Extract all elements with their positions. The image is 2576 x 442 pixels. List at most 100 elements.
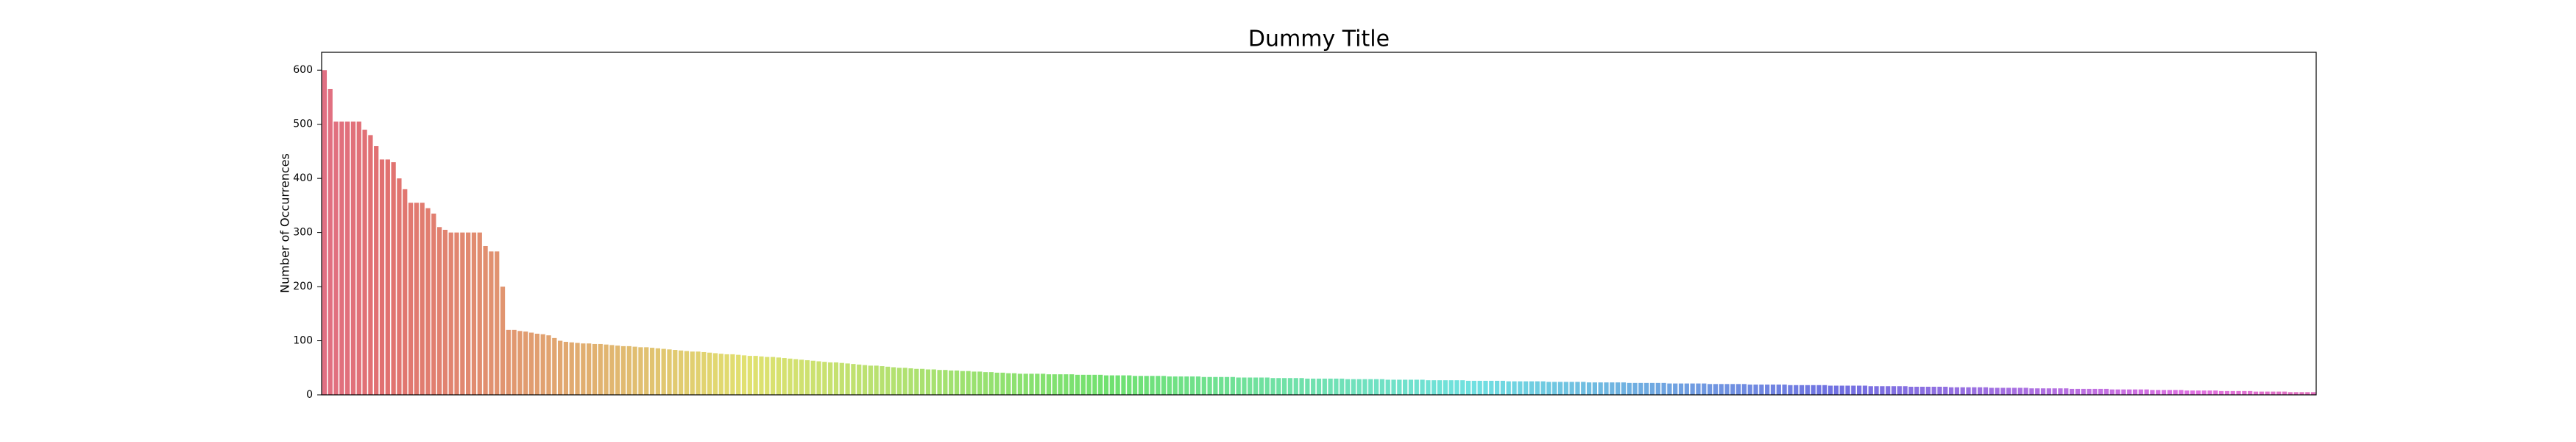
bar bbox=[1340, 378, 1345, 395]
bar bbox=[696, 351, 701, 395]
bar bbox=[741, 355, 747, 395]
bar bbox=[2035, 388, 2040, 395]
bar bbox=[1610, 382, 1615, 395]
bar bbox=[1592, 382, 1597, 395]
bar bbox=[448, 232, 453, 395]
bar bbox=[397, 178, 402, 395]
bar bbox=[2040, 388, 2046, 395]
bar bbox=[896, 368, 902, 395]
bar bbox=[1207, 376, 1212, 395]
bar bbox=[1868, 386, 1873, 395]
bar bbox=[2092, 388, 2098, 395]
bar bbox=[1972, 387, 1977, 395]
bar bbox=[1287, 378, 1293, 395]
bar bbox=[495, 251, 500, 395]
bar bbox=[937, 370, 942, 395]
bar bbox=[1638, 382, 1643, 395]
bar bbox=[2219, 390, 2224, 395]
bar bbox=[2276, 391, 2282, 395]
bar bbox=[1000, 372, 1005, 395]
bar bbox=[431, 213, 436, 395]
bar bbox=[2230, 390, 2235, 395]
bar bbox=[1627, 382, 1632, 395]
bar bbox=[2103, 388, 2109, 395]
bar bbox=[1874, 386, 1879, 395]
bar bbox=[1822, 385, 1827, 395]
bar bbox=[1782, 385, 1787, 395]
bar bbox=[2058, 388, 2063, 395]
bar bbox=[1494, 380, 1500, 395]
bar bbox=[471, 232, 477, 395]
bar bbox=[1586, 382, 1592, 395]
bar bbox=[575, 343, 580, 395]
bar bbox=[1213, 376, 1218, 395]
bar bbox=[1477, 380, 1482, 395]
bar bbox=[2109, 389, 2115, 395]
bar bbox=[2023, 387, 2028, 395]
bar bbox=[1621, 382, 1627, 395]
bar bbox=[1707, 384, 1713, 395]
bar bbox=[1230, 376, 1235, 395]
y-tick-label: 200 bbox=[293, 281, 313, 292]
bar bbox=[528, 332, 534, 395]
bar bbox=[902, 368, 907, 395]
bar bbox=[1195, 376, 1201, 395]
bar bbox=[1414, 379, 1419, 395]
bar bbox=[983, 372, 988, 395]
bar bbox=[701, 351, 707, 395]
bar bbox=[1420, 379, 1425, 395]
bar bbox=[765, 357, 770, 395]
bar bbox=[1150, 376, 1155, 395]
bar bbox=[828, 362, 833, 395]
bar bbox=[793, 359, 799, 395]
bar bbox=[1144, 376, 1149, 395]
bar bbox=[1184, 376, 1189, 395]
bar bbox=[598, 343, 603, 395]
bar bbox=[540, 334, 545, 395]
y-tick-label: 100 bbox=[293, 335, 313, 347]
bar bbox=[908, 368, 913, 395]
bar bbox=[632, 346, 637, 395]
y-tick-label: 500 bbox=[293, 119, 313, 130]
bar bbox=[2282, 391, 2287, 395]
bar bbox=[2132, 389, 2138, 395]
bar bbox=[1356, 379, 1362, 395]
chart-title: Dummy Title bbox=[1248, 27, 1390, 52]
bar bbox=[604, 344, 609, 395]
bar bbox=[1983, 387, 1989, 395]
bar bbox=[1190, 376, 1195, 395]
y-tick-label: 0 bbox=[306, 389, 313, 401]
bar bbox=[1833, 385, 1839, 395]
bar bbox=[1011, 373, 1017, 395]
bar bbox=[1655, 382, 1660, 395]
bar bbox=[655, 348, 660, 395]
bar bbox=[1069, 374, 1075, 395]
bar bbox=[414, 203, 419, 395]
bar bbox=[1856, 385, 1862, 395]
bar bbox=[1465, 380, 1471, 395]
bar bbox=[994, 372, 999, 395]
bar bbox=[1978, 387, 1983, 395]
y-tick-label: 300 bbox=[293, 227, 313, 239]
bar bbox=[678, 350, 684, 395]
bar bbox=[1443, 380, 1448, 395]
bar bbox=[1299, 378, 1304, 395]
bar bbox=[2305, 392, 2310, 395]
bar bbox=[1880, 386, 1885, 395]
bar bbox=[1713, 384, 1718, 395]
bar bbox=[1753, 385, 1758, 395]
bar bbox=[1719, 384, 1724, 395]
bar bbox=[362, 130, 367, 395]
bar bbox=[822, 362, 827, 395]
bar bbox=[1035, 373, 1040, 395]
bar bbox=[1827, 385, 1833, 395]
bar bbox=[638, 347, 643, 395]
bar bbox=[1897, 386, 1902, 395]
bar bbox=[1862, 385, 1868, 395]
bar bbox=[1960, 387, 1965, 395]
bar bbox=[782, 358, 787, 395]
bar bbox=[2310, 392, 2316, 395]
bar bbox=[1460, 380, 1465, 395]
bar bbox=[2121, 389, 2126, 395]
